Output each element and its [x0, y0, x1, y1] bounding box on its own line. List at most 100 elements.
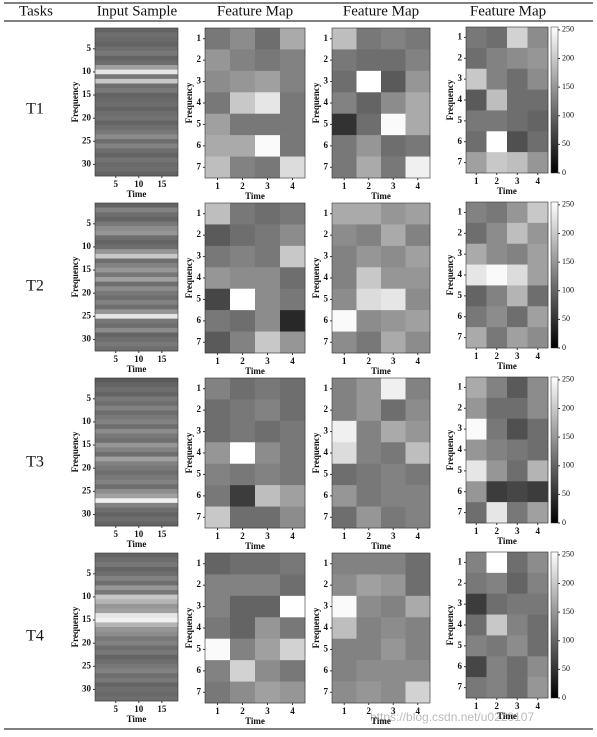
stripe [95, 106, 178, 112]
cell [527, 202, 549, 224]
cell [356, 310, 382, 332]
stripe [95, 300, 178, 306]
y-tick-label: 7 [324, 161, 329, 171]
x-tick-label: 2 [367, 181, 372, 191]
cell [255, 399, 281, 422]
y-tick-label: 2 [197, 579, 202, 589]
y-tick-label: 5 [87, 43, 92, 53]
cell [381, 399, 406, 422]
cell [230, 378, 256, 400]
cell [486, 397, 508, 420]
stripe [95, 603, 178, 609]
cell [230, 288, 256, 311]
cell [205, 135, 231, 157]
cell [507, 243, 528, 265]
cell [466, 152, 487, 174]
cell [255, 442, 281, 465]
stripe [95, 410, 178, 416]
colorbar-tick-label: 150 [562, 607, 574, 616]
stripe [95, 290, 178, 296]
stripe [95, 216, 178, 222]
y-tick-label: 1 [197, 33, 202, 43]
x-axis-label: Time [127, 364, 147, 374]
cell [507, 222, 528, 245]
cell [280, 681, 306, 704]
y-axis-label: Frequency [445, 604, 455, 645]
y-tick-label: 1 [197, 558, 202, 568]
stripe [95, 512, 178, 518]
cell [527, 243, 549, 265]
cell [356, 92, 382, 115]
cell [205, 113, 231, 136]
x-tick-label: 10 [134, 354, 144, 364]
cell [356, 485, 382, 507]
cell [356, 595, 382, 618]
cell [405, 420, 431, 443]
y-axis-label: Frequency [184, 82, 194, 123]
plot-frame [94, 552, 179, 702]
cell [527, 552, 549, 574]
cell [332, 28, 357, 50]
cell [466, 306, 487, 328]
cell [356, 506, 382, 529]
cell [205, 310, 231, 332]
x-axis-label: Time [497, 711, 517, 721]
task-label: T2 [26, 278, 44, 295]
y-tick-label: 30 [82, 509, 92, 519]
colorbar-tick-label: 50 [562, 139, 570, 148]
x-axis-label: Time [371, 716, 391, 726]
stripe [95, 461, 178, 467]
cell [230, 70, 256, 93]
y-tick-label: 6 [458, 136, 463, 146]
x-axis-label: Time [127, 539, 147, 549]
stripe [95, 433, 178, 439]
cell [280, 485, 306, 507]
task-label: T1 [26, 101, 44, 118]
cell [507, 635, 528, 657]
cell [332, 203, 357, 225]
cell [255, 378, 281, 400]
cell [332, 70, 357, 93]
y-tick-label: 15 [82, 264, 92, 274]
y-tick-label: 5 [324, 468, 329, 478]
cell [486, 89, 508, 111]
cell [255, 135, 281, 157]
y-tick-label: 4 [324, 97, 329, 107]
cell [230, 267, 256, 290]
cell [507, 306, 528, 328]
cell [507, 439, 528, 461]
colorbar [550, 376, 559, 524]
header: Input Sample [97, 3, 178, 19]
stripe [95, 566, 178, 572]
stripe [95, 599, 178, 605]
x-tick-label: 3 [265, 531, 270, 541]
cell [381, 224, 406, 247]
header: Feature Map [470, 3, 546, 19]
x-tick-label: 2 [240, 356, 245, 366]
stripe [95, 521, 178, 527]
stripe [95, 493, 178, 499]
x-tick-label: 1 [474, 701, 479, 711]
y-tick-label: 7 [197, 161, 202, 171]
cell [205, 681, 231, 704]
stripe [95, 207, 178, 213]
y-axis-label: Frequency [445, 429, 455, 470]
y-tick-label: 7 [197, 336, 202, 346]
stripe [95, 263, 178, 269]
colorbar-tick-label: 200 [562, 53, 574, 62]
stripe [95, 617, 178, 623]
stripe [95, 212, 178, 218]
cell [381, 681, 406, 704]
cell [205, 331, 231, 354]
cell [205, 553, 231, 575]
stripe [95, 498, 178, 504]
cell [486, 502, 508, 524]
cell [255, 245, 281, 268]
y-tick-label: 2 [458, 577, 463, 587]
cell [486, 27, 508, 49]
cell [230, 135, 256, 157]
stripe [95, 613, 178, 619]
x-tick-label: 15 [157, 529, 167, 539]
stripe [95, 65, 178, 70]
cell [332, 245, 357, 268]
